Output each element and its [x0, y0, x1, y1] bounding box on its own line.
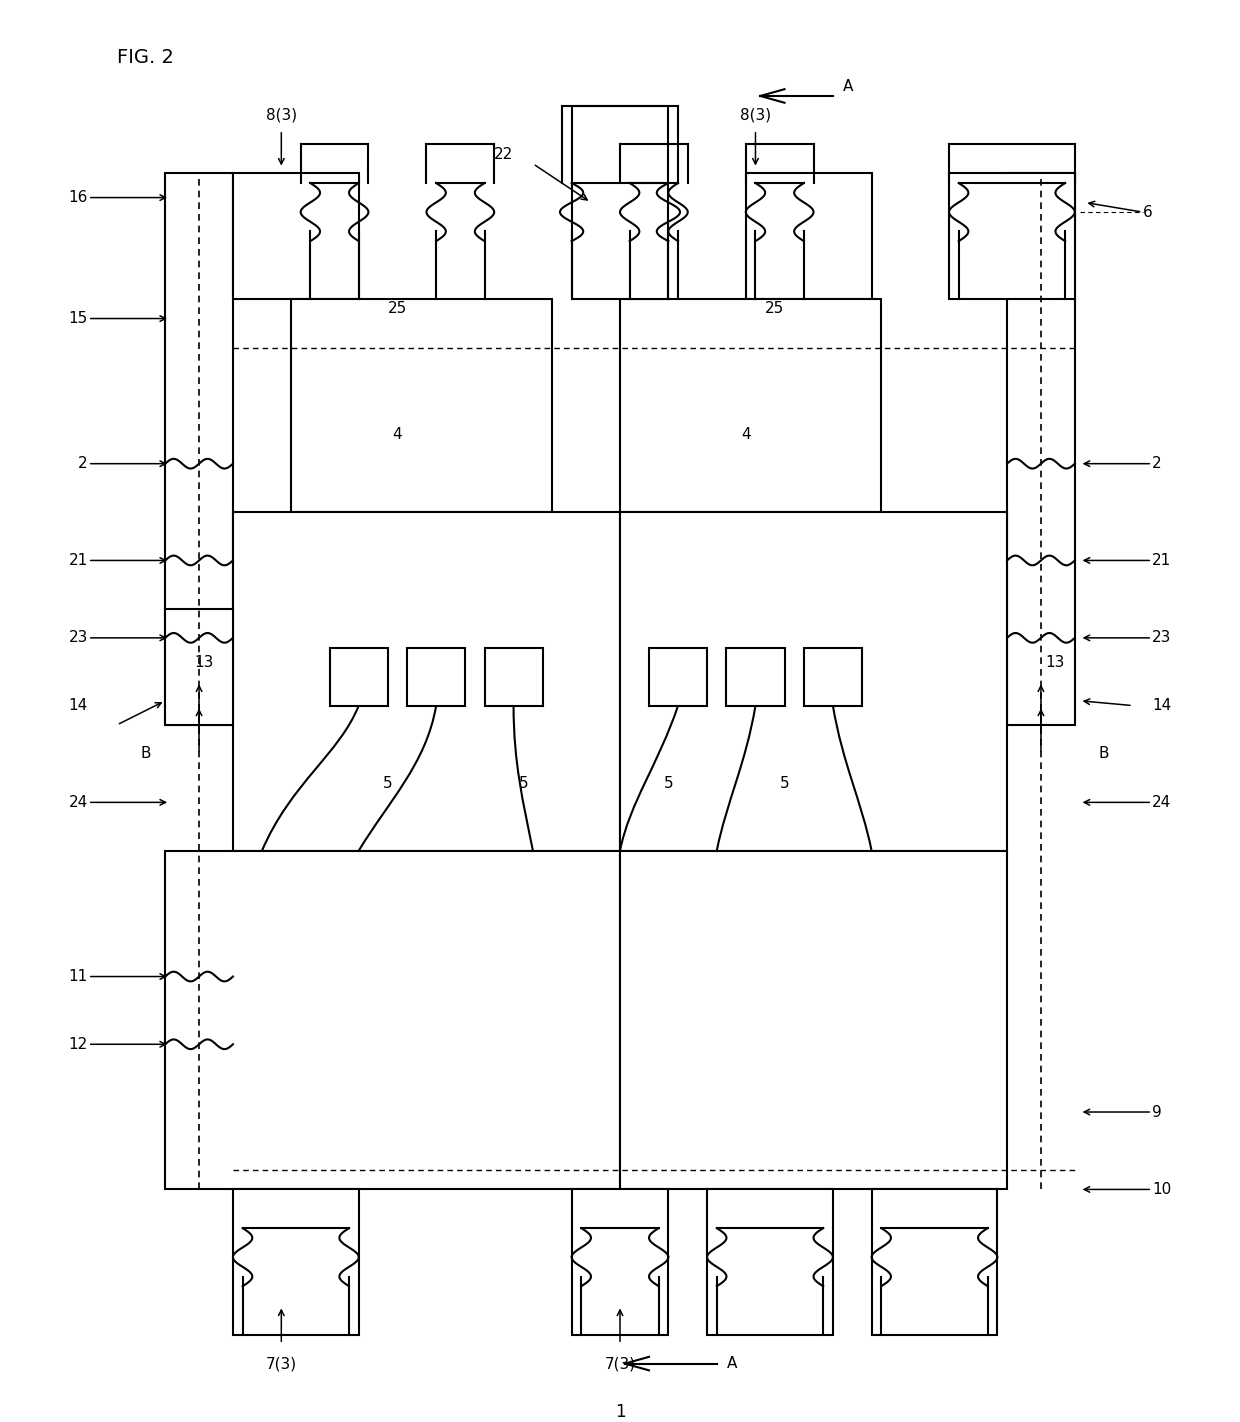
- Bar: [572, 1189, 668, 1335]
- Bar: [707, 1189, 833, 1335]
- Text: 12: 12: [68, 1037, 88, 1052]
- Text: B: B: [140, 747, 151, 761]
- Text: 22: 22: [495, 146, 513, 162]
- Text: 5: 5: [780, 775, 790, 791]
- Text: 8(3): 8(3): [265, 108, 296, 122]
- Text: 9: 9: [1152, 1105, 1162, 1119]
- Text: FIG. 2: FIG. 2: [117, 48, 174, 67]
- Text: 21: 21: [1152, 553, 1172, 567]
- Text: A: A: [842, 78, 853, 94]
- Bar: [649, 647, 707, 705]
- Text: B: B: [1099, 747, 1109, 761]
- Bar: [804, 647, 862, 705]
- Bar: [330, 647, 388, 705]
- Bar: [407, 647, 465, 705]
- Bar: [233, 512, 620, 850]
- Text: 11: 11: [68, 968, 88, 984]
- Bar: [1007, 173, 1075, 725]
- Bar: [745, 173, 872, 299]
- Text: 24: 24: [68, 795, 88, 811]
- Text: 4: 4: [393, 427, 402, 442]
- Text: 16: 16: [68, 191, 88, 205]
- Bar: [291, 299, 552, 512]
- Bar: [165, 850, 620, 1189]
- Text: 2: 2: [78, 456, 88, 471]
- Text: 14: 14: [1152, 698, 1172, 712]
- Bar: [727, 647, 785, 705]
- Bar: [620, 512, 1007, 850]
- Text: A: A: [727, 1357, 737, 1371]
- Text: 1: 1: [615, 1404, 625, 1421]
- Bar: [620, 299, 882, 512]
- Text: 25: 25: [388, 301, 407, 316]
- Bar: [872, 1189, 997, 1335]
- Text: 21: 21: [68, 553, 88, 567]
- Text: 13: 13: [1045, 654, 1065, 670]
- Text: 7(3): 7(3): [604, 1357, 636, 1371]
- Text: 5: 5: [663, 775, 673, 791]
- Text: 5: 5: [518, 775, 528, 791]
- Bar: [485, 647, 543, 705]
- Text: 14: 14: [68, 698, 88, 712]
- Text: 5: 5: [383, 775, 393, 791]
- Text: 23: 23: [1152, 630, 1172, 646]
- Text: 23: 23: [68, 630, 88, 646]
- Bar: [165, 609, 233, 725]
- Text: 4: 4: [742, 427, 750, 442]
- Text: 6: 6: [1142, 205, 1152, 219]
- Text: 10: 10: [1152, 1182, 1172, 1197]
- Bar: [572, 105, 668, 299]
- Text: 2: 2: [1152, 456, 1162, 471]
- Text: 7(3): 7(3): [265, 1357, 296, 1371]
- Text: 15: 15: [68, 311, 88, 326]
- Bar: [233, 173, 358, 299]
- Text: 24: 24: [1152, 795, 1172, 811]
- Text: 8(3): 8(3): [740, 108, 771, 122]
- Text: 25: 25: [765, 301, 785, 316]
- Text: 13: 13: [195, 654, 213, 670]
- Bar: [620, 850, 1007, 1189]
- Bar: [165, 173, 233, 725]
- Bar: [233, 1189, 358, 1335]
- Bar: [949, 173, 1075, 299]
